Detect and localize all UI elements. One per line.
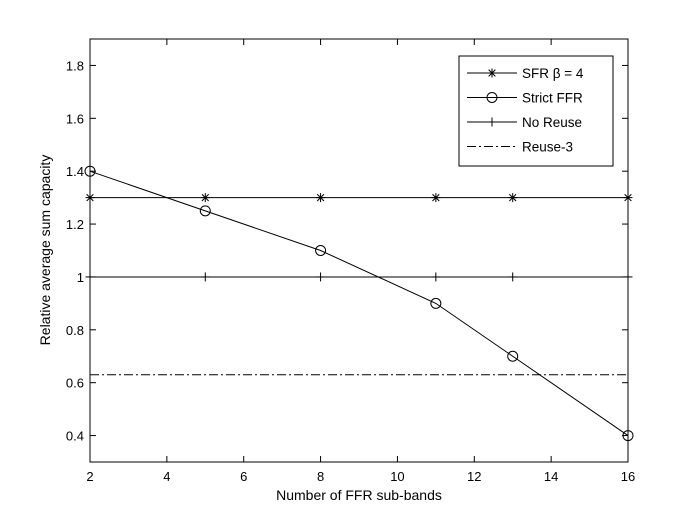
series-1-point-shape	[315, 245, 327, 256]
y-tick-label: 1	[77, 270, 84, 285]
legend-label-0: SFR β = 4	[522, 66, 584, 81]
x-tick-label: 10	[390, 469, 404, 484]
x-tick-label: 8	[317, 469, 324, 484]
legend-marker-1	[486, 92, 498, 103]
series-1-point-shape	[430, 297, 442, 309]
series-0-point	[623, 193, 633, 203]
x-tick-label: 6	[240, 469, 247, 484]
series-2-point	[85, 272, 95, 282]
series-2-point	[431, 272, 441, 282]
series-2-point	[508, 272, 518, 282]
legend-label-3: Reuse-3	[522, 140, 573, 155]
series-0-point-d2	[316, 193, 325, 202]
series-1-point	[430, 297, 442, 309]
series-1-point-shape	[507, 350, 519, 362]
series-1-point	[84, 165, 96, 177]
series-1-point	[315, 245, 327, 256]
legend-marker-2	[487, 117, 497, 127]
series-1-point-shape	[622, 430, 634, 442]
series-1-point	[622, 430, 634, 442]
legend: SFR β = 4 Strict FFR No Reuse Reuse-3	[458, 55, 614, 167]
series-2-point	[200, 272, 210, 282]
legend-label-1: Strict FFR	[522, 91, 583, 106]
y-axis-label: Relative average sum capacity	[37, 155, 53, 346]
axis-ticks: 2 4 6 8 10 12 14 16 0.4 0.6 0.8 1 1.2 1.4 1.6 1.8	[66, 39, 635, 484]
legend-marker-1-shape	[486, 92, 498, 103]
y-tick-label: 1.4	[66, 164, 84, 179]
series-2-point	[623, 272, 633, 282]
y-tick-label: 1.2	[66, 217, 84, 232]
series-0-point-d2	[624, 193, 632, 202]
series-0-point-d2	[201, 193, 210, 202]
y-tick-label: 0.4	[66, 429, 84, 444]
y-tick-label: 0.6	[66, 376, 84, 391]
legend-marker-0	[487, 68, 497, 78]
series-0-point	[200, 193, 210, 203]
legend-label-2: No Reuse	[522, 115, 582, 130]
x-tick-label: 14	[544, 469, 558, 484]
series-0-point	[508, 193, 518, 203]
x-axis-label: Number of FFR sub-bands	[276, 487, 442, 503]
series-0-point-d2	[86, 193, 94, 202]
legend-box	[458, 55, 614, 167]
legend-marker-0-d2	[488, 69, 496, 77]
series-0-point-d2	[432, 193, 440, 202]
series-0-point-d2	[508, 193, 517, 202]
x-tick-label: 2	[86, 469, 93, 484]
x-tick-label: 4	[163, 469, 170, 484]
x-tick-label: 12	[467, 469, 481, 484]
series-1-point-shape	[84, 165, 96, 177]
y-tick-label: 1.6	[66, 111, 84, 126]
series-0-point	[85, 193, 95, 203]
series-1-point	[507, 350, 519, 362]
series-1-point	[199, 205, 211, 217]
series-2-point	[316, 272, 326, 282]
series-0-point	[431, 193, 441, 203]
series-layer	[84, 165, 634, 442]
series-0-point	[316, 193, 326, 203]
y-tick-label: 1.8	[66, 58, 84, 73]
series-1-point-shape	[199, 205, 211, 217]
x-tick-label: 16	[621, 469, 635, 484]
y-tick-label: 0.8	[66, 323, 84, 338]
